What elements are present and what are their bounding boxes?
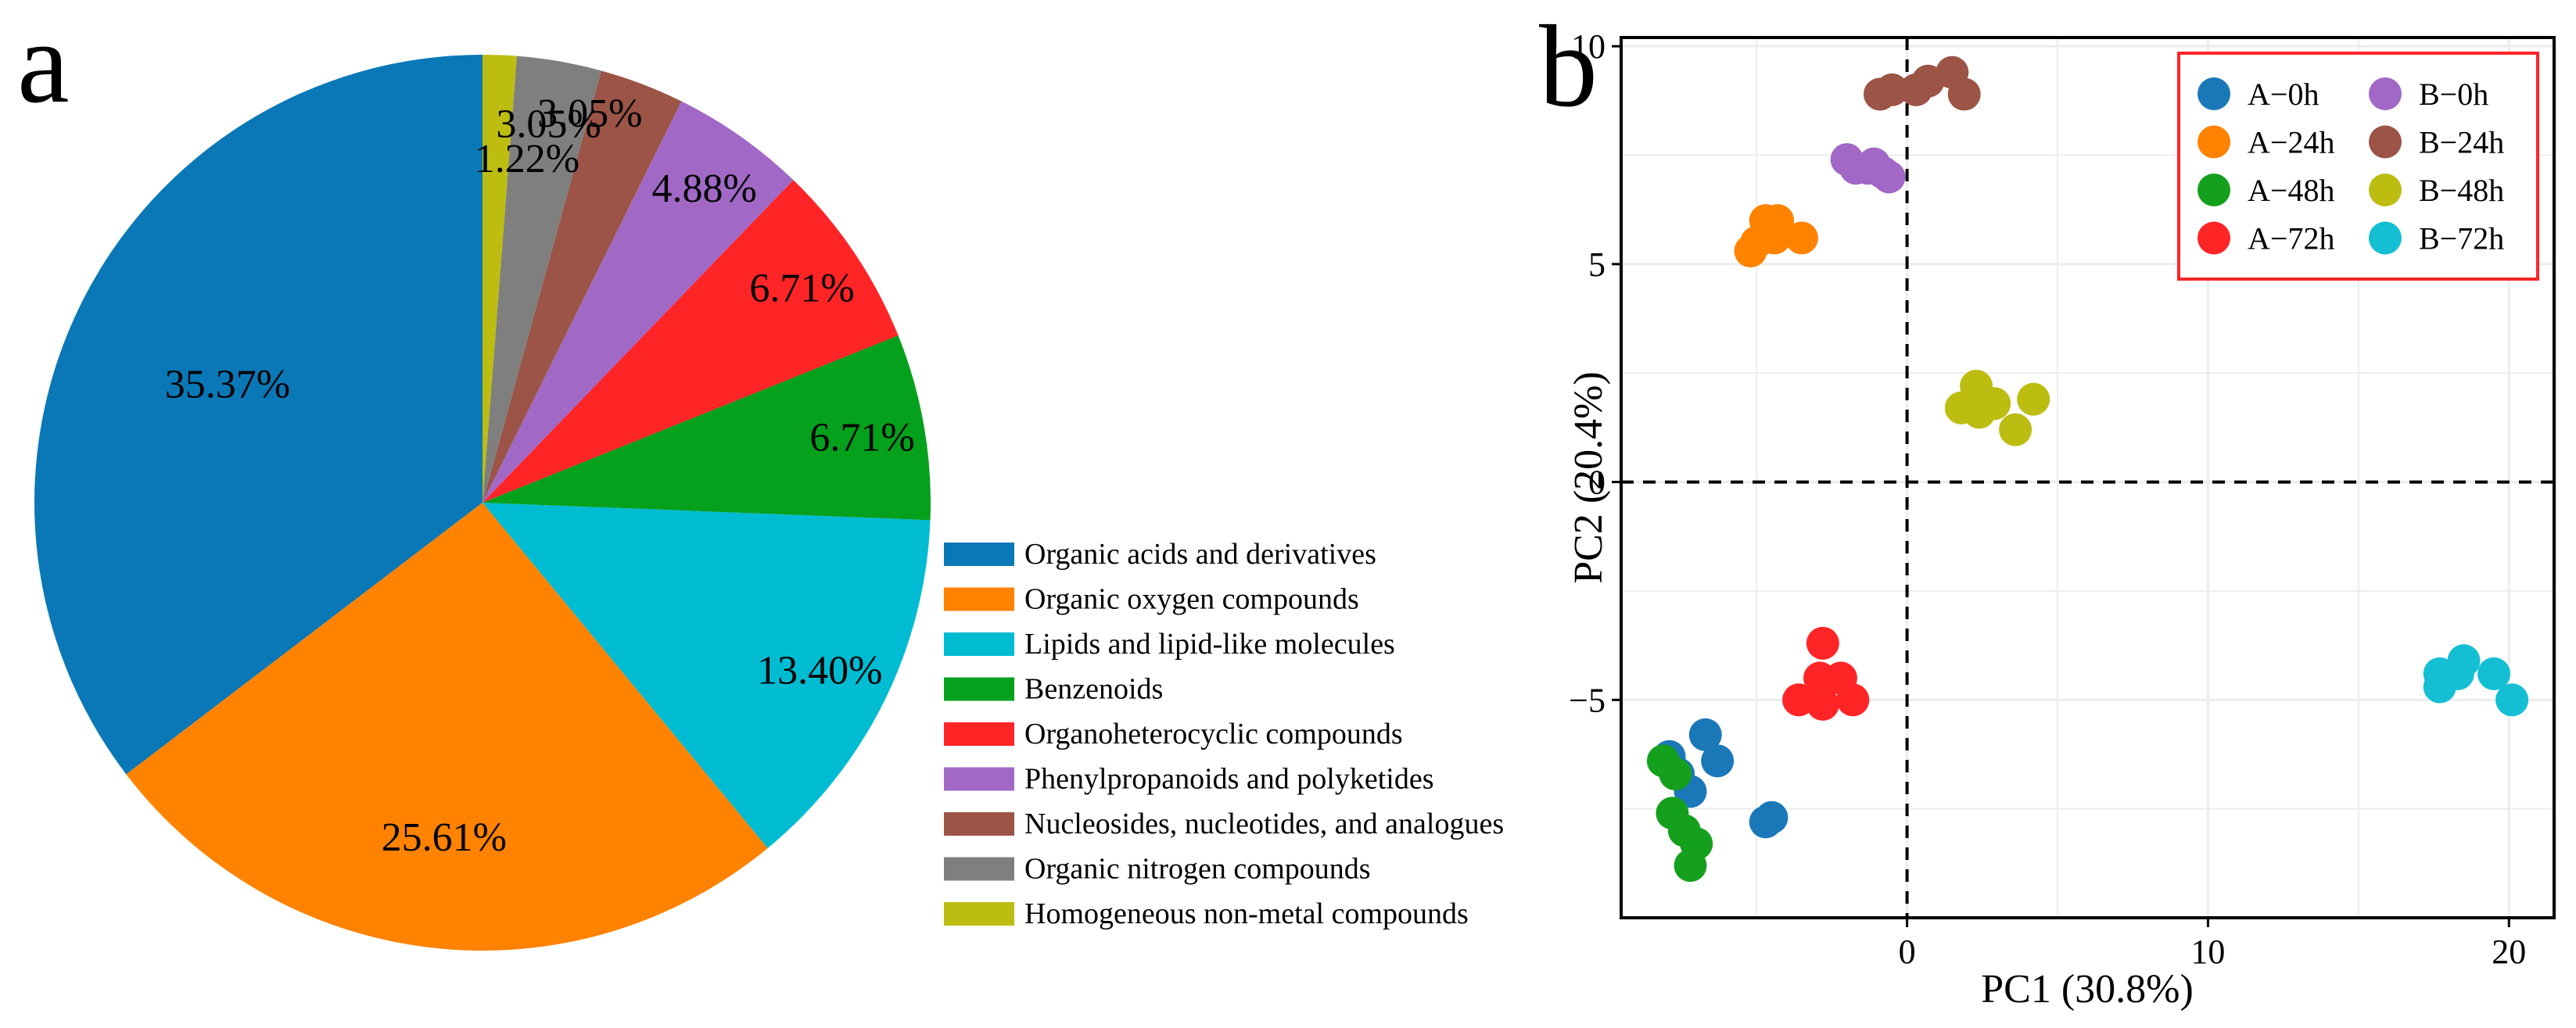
pie-slices — [34, 55, 931, 951]
pie-label-organic-oxygen-compounds: 25.61% — [382, 815, 507, 860]
legend-label-homogeneous-non-metal-compounds: Homogeneous non-metal compounds — [1024, 897, 1469, 930]
scatter-points — [1646, 56, 2529, 883]
pie-chart: 35.37%25.61%13.40%6.71%6.71%4.88%3.05%3.… — [34, 55, 1504, 951]
point-a-72h — [1836, 683, 1870, 717]
legend-swatch-phenylpropanoids-and-polyketides — [944, 767, 1014, 791]
pie-slice-homogeneous-non-metal-compounds — [483, 55, 517, 503]
legend-label-benzenoids: Benzenoids — [1024, 673, 1163, 706]
y-tick-label: 5 — [1588, 245, 1606, 284]
scatter-reference-lines — [1621, 38, 2554, 918]
pie-slice-phenylpropanoids-and-polyketides — [483, 101, 794, 503]
y-tick-label: −5 — [1569, 681, 1606, 719]
legend-label-b-72h: B−72h — [2419, 221, 2504, 256]
point-b-24h — [1947, 77, 1981, 111]
scatter-ticks: 0 10 20 −5 0 5 10 — [1569, 27, 2526, 971]
legend-swatch-organoheterocyclic-compounds — [944, 722, 1014, 746]
pie-slice-organic-nitrogen-compounds — [483, 56, 601, 503]
pie-legend: Organic acids and derivatives Organic oxy… — [944, 538, 1504, 930]
legend-label-phenylpropanoids-and-polyketides: Phenylpropanoids and polyketides — [1024, 763, 1433, 796]
legend-marker-a-0h — [2197, 77, 2230, 110]
pie-label-organic-acids-and-derivatives: 35.37% — [165, 362, 290, 407]
point-b-24h — [1875, 73, 1909, 106]
legend-label-organic-oxygen-compounds: Organic oxygen compounds — [1024, 583, 1359, 616]
legend-box — [2177, 52, 2539, 281]
point-b-72h — [2447, 644, 2481, 678]
pie-slice-organoheterocyclic-compounds — [483, 180, 899, 503]
pie-label-benzenoids: 6.71% — [809, 416, 914, 460]
point-a-72h — [1806, 626, 1839, 660]
legend-marker-a-48h — [2197, 174, 2230, 206]
point-a-0h — [1701, 744, 1735, 778]
legend-label-a-24h: A−24h — [2248, 125, 2334, 160]
panel-b-letter: b — [1539, 2, 1598, 131]
pie-slice-lipids-and-lipid-like-molecules — [483, 503, 931, 848]
legend-swatch-lipids-and-lipid-like-molecules — [944, 632, 1014, 656]
pca-scatter-chart: 0 10 20 −5 0 5 10 PC1 (30.8%) PC2 (20.4%) A−0h… — [1566, 27, 2556, 1012]
x-axis-label: PC1 (30.8%) — [1981, 967, 2194, 1012]
y-axis-label: PC2 (20.4%) — [1566, 371, 1611, 584]
point-b-72h — [2495, 683, 2529, 717]
point-b-0h — [1872, 160, 1906, 194]
legend-swatch-organic-nitrogen-compounds — [944, 857, 1014, 881]
pie-label-phenylpropanoids-and-polyketides: 4.88% — [651, 167, 756, 211]
point-b-48h — [2017, 382, 2050, 416]
y-tick-label: 0 — [1588, 464, 1606, 502]
point-b-48h — [1978, 387, 2011, 421]
legend-label-b-24h: B−24h — [2419, 125, 2504, 160]
point-a-72h — [1806, 687, 1839, 721]
pie-label-organic-nitrogen-compounds: 3.05% — [496, 102, 601, 147]
legend-label-organoheterocyclic-compounds: Organoheterocyclic compounds — [1024, 718, 1403, 750]
pie-slice-benzenoids — [483, 335, 931, 521]
legend-marker-b-24h — [2369, 125, 2402, 159]
legend-marker-b-72h — [2369, 221, 2402, 255]
legend-label-a-0h: A−0h — [2248, 77, 2319, 112]
panel-a-letter: a — [17, 0, 70, 127]
legend-marker-b-48h — [2369, 174, 2402, 206]
legend-swatch-nucleosides-nucleotides-and-analogues — [944, 812, 1014, 836]
point-b-72h — [2477, 657, 2511, 690]
legend-label-b-0h: B−0h — [2419, 77, 2488, 112]
pie-labels: 35.37%25.61%13.40%6.71%6.71%4.88%3.05%3.… — [165, 91, 915, 860]
pie-label-nucleosides-nucleotides-and-analogues: 3.05% — [537, 91, 642, 136]
point-a-24h — [1785, 221, 1818, 255]
plot-frame — [1620, 36, 2556, 919]
x-tick-label: 20 — [2492, 933, 2526, 971]
legend-marker-a-72h — [2197, 221, 2230, 255]
point-a-24h — [1734, 235, 1767, 268]
x-tick-label: 10 — [2190, 933, 2225, 971]
point-a-24h — [1758, 221, 1792, 255]
legend-swatch-homogeneous-non-metal-compounds — [944, 902, 1014, 926]
x-tick-label: 0 — [1899, 933, 1916, 971]
legend-label-lipids-and-lipid-like-molecules: Lipids and lipid-like molecules — [1024, 628, 1395, 661]
point-b-48h — [1999, 413, 2032, 446]
legend-label-a-48h: A−48h — [2248, 173, 2334, 208]
legend-label-a-72h: A−72h — [2248, 221, 2334, 256]
legend-marker-a-24h — [2197, 125, 2230, 159]
legend-label-organic-acids-and-derivatives: Organic acids and derivatives — [1024, 538, 1376, 571]
legend-swatch-organic-acids-and-derivatives — [944, 543, 1014, 566]
legend-marker-b-0h — [2369, 77, 2402, 110]
pie-label-homogeneous-non-metal-compounds: 1.22% — [475, 137, 579, 181]
legend-label-nucleosides-nucleotides-and-analogues: Nucleosides, nucleotides, and analogues — [1024, 808, 1504, 840]
point-a-48h — [1659, 758, 1692, 791]
point-a-0h — [1755, 801, 1788, 834]
point-a-48h — [1674, 849, 1707, 883]
legend-swatch-benzenoids — [944, 677, 1014, 701]
legend-label-b-48h: B−48h — [2419, 173, 2504, 208]
pie-slice-organic-acids-and-derivatives — [34, 55, 483, 775]
pie-slice-nucleosides-nucleotides-and-analogues — [483, 70, 682, 503]
pie-label-organoheterocyclic-compounds: 6.71% — [749, 266, 854, 310]
scatter-legend: A−0h A−24h A−48h A−72h B−0h B−24h B−48h B−72h — [2177, 52, 2539, 281]
pie-label-lipids-and-lipid-like-molecules: 13.40% — [757, 649, 882, 693]
legend-label-organic-nitrogen-compounds: Organic nitrogen compounds — [1024, 853, 1371, 886]
y-tick-label: 10 — [1571, 27, 1606, 66]
point-a-0h — [1688, 718, 1722, 751]
pie-slice-organic-oxygen-compounds — [126, 503, 768, 951]
legend-swatch-organic-oxygen-compounds — [944, 587, 1014, 611]
